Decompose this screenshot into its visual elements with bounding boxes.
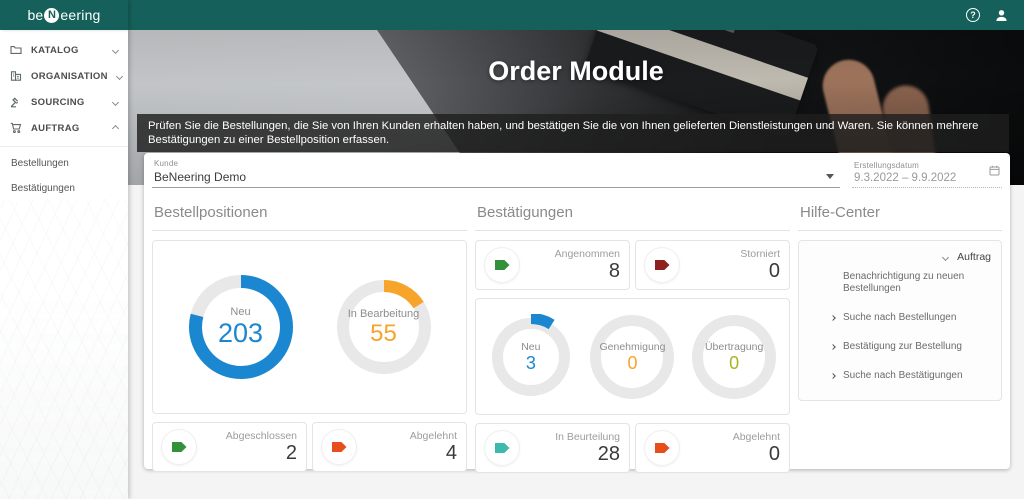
chevron-down-icon [115, 72, 123, 80]
section-hilfe-center: Hilfe-Center Auftrag Benachrichtigung zu… [798, 200, 1002, 473]
section-bestellpositionen: Bestellpositionen Neu 203 In Bearbeitung 5… [152, 200, 467, 473]
help-item-benachrichtigung[interactable]: Benachrichtigung zu neuen Bestellungen [843, 271, 965, 294]
bestellpositionen-donut-card: Neu 203 In Bearbeitung 55 [152, 240, 467, 414]
label-tag-icon [171, 441, 187, 453]
folder-icon [10, 44, 22, 56]
tag-icon-circle [322, 430, 356, 464]
sidebar-item-organisation[interactable]: ORGANISATION [0, 63, 128, 89]
tag-icon-circle [162, 430, 196, 464]
sidebar: KATALOG ORGANISATION SOURCING AUFTRAG B [0, 30, 128, 499]
donut-in-bearbeitung-55: In Bearbeitung 55 [336, 279, 432, 375]
organisation-icon [10, 70, 22, 82]
help-center-card: Auftrag Benachrichtigung zu neuen Bestel… [798, 240, 1002, 401]
label-tag-icon [494, 259, 510, 271]
help-item-suche-bestaetigungen[interactable]: Suche nach Bestätigungen [809, 362, 991, 390]
section-heading: Bestellpositionen [152, 200, 467, 231]
stat-card-abgelehnt[interactable]: Abgelehnt 4 [312, 422, 467, 472]
bestaetigungen-donut-card: Neu 3 Genehmigung 0 Übertragung 0 [475, 298, 790, 415]
chevron-down-icon [111, 46, 120, 54]
donut-neu-203: Neu 203 [188, 274, 294, 380]
select-caret-icon [826, 174, 834, 179]
dashboard-panel: Kunde BeNeering Demo Erstellungsdatum 9.… [144, 153, 1010, 473]
donut-genehmigung-0: Genehmigung 0 [589, 314, 675, 400]
chevron-down-icon [111, 98, 120, 106]
page-title: Order Module [488, 56, 664, 86]
intro-banner: Prüfen Sie die Bestellungen, die Sie von… [137, 114, 1009, 152]
donut-uebertragung-0: Übertragung 0 [691, 314, 777, 400]
sidebar-item-auftrag[interactable]: AUFTRAG [0, 115, 128, 141]
donut-neu-3: Neu 3 [487, 313, 574, 400]
main-content: Order Module Prüfen Sie die Bestellungen… [128, 30, 1024, 499]
logo[interactable]: be N eering [0, 0, 128, 30]
cart-icon [10, 122, 22, 134]
stat-card-abgeschlossen[interactable]: Abgeschlossen 2 [152, 422, 307, 472]
tag-icon-circle [485, 431, 519, 465]
gavel-icon [10, 96, 22, 108]
kunde-label: Kunde [154, 159, 179, 168]
help-icon[interactable]: ? [966, 8, 980, 22]
sidebar-subitem-bestellungen[interactable]: Bestellungen [11, 158, 69, 169]
top-bar: be N eering ? [0, 0, 1024, 30]
help-item-bestaetigung-zur-bestellung[interactable]: Bestätigung zur Bestellung [809, 333, 991, 361]
tag-icon-circle [485, 248, 519, 282]
date-label: Erstellungsdatum [854, 161, 920, 170]
filter-row: Kunde BeNeering Demo Erstellungsdatum 9.… [144, 153, 1010, 188]
logo-text-prefix: be [27, 7, 44, 23]
section-heading: Hilfe-Center [798, 200, 1002, 231]
logo-text-suffix: eering [60, 7, 101, 23]
stat-card-abgelehnt-2[interactable]: Abgelehnt 0 [635, 423, 790, 473]
kunde-value: BeNeering Demo [154, 170, 247, 184]
stat-card-in-beurteilung[interactable]: In Beurteilung 28 [475, 423, 630, 473]
section-bestaetigungen: Bestätigungen Angenommen 8 [475, 200, 790, 473]
chevron-down-icon [942, 253, 950, 261]
kunde-select[interactable]: Kunde BeNeering Demo [152, 158, 840, 188]
tag-icon-circle [645, 248, 679, 282]
sidebar-watermark [0, 199, 128, 499]
chevron-right-icon [830, 373, 836, 379]
stat-card-storniert[interactable]: Storniert 0 [635, 240, 790, 290]
logo-n-badge: N [44, 7, 60, 23]
help-tree-root-auftrag[interactable]: Auftrag [809, 251, 991, 263]
section-heading: Bestätigungen [475, 200, 790, 231]
sidebar-item-katalog[interactable]: KATALOG [0, 37, 128, 63]
label-tag-icon [494, 442, 510, 454]
tag-icon-circle [645, 431, 679, 465]
chevron-right-icon [830, 315, 836, 321]
date-value: 9.3.2022 – 9.9.2022 [854, 172, 957, 184]
help-item-suche-bestellungen[interactable]: Suche nach Bestellungen [809, 304, 991, 332]
sidebar-subitem-bestaetigungen[interactable]: Bestätigungen [11, 183, 75, 194]
label-tag-icon [654, 259, 670, 271]
label-tag-icon [654, 442, 670, 454]
calendar-icon[interactable] [989, 163, 1000, 181]
label-tag-icon [331, 441, 347, 453]
stat-card-angenommen[interactable]: Angenommen 8 [475, 240, 630, 290]
date-range-input[interactable]: Erstellungsdatum 9.3.2022 – 9.9.2022 [852, 160, 1002, 188]
chevron-right-icon [830, 344, 836, 350]
sidebar-item-sourcing[interactable]: SOURCING [0, 89, 128, 115]
user-account-icon[interactable] [995, 9, 1008, 22]
chevron-up-icon [111, 124, 120, 132]
